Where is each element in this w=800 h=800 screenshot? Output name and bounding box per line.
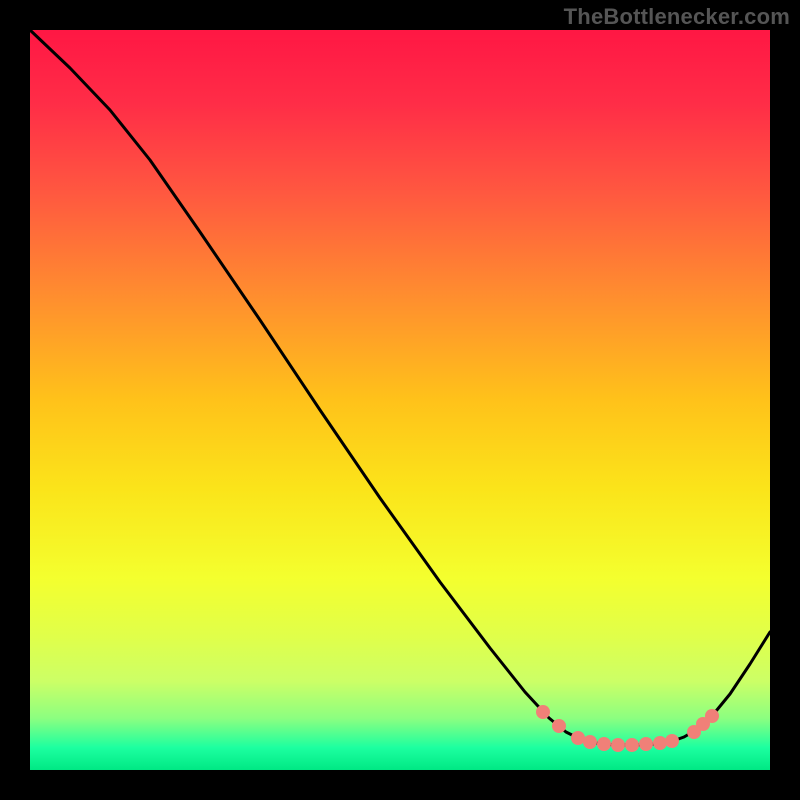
curve-marker — [653, 736, 667, 750]
curve-marker — [597, 737, 611, 751]
curve-marker — [552, 719, 566, 733]
plot-background — [30, 30, 770, 770]
watermark-text: TheBottlenecker.com — [564, 4, 790, 30]
curve-marker — [625, 738, 639, 752]
curve-marker — [639, 737, 653, 751]
curve-marker — [665, 734, 679, 748]
curve-marker — [536, 705, 550, 719]
curve-marker — [571, 731, 585, 745]
chart-frame: TheBottlenecker.com — [0, 0, 800, 800]
curve-marker — [611, 738, 625, 752]
chart-svg — [0, 0, 800, 800]
curve-marker — [705, 709, 719, 723]
curve-marker — [583, 735, 597, 749]
